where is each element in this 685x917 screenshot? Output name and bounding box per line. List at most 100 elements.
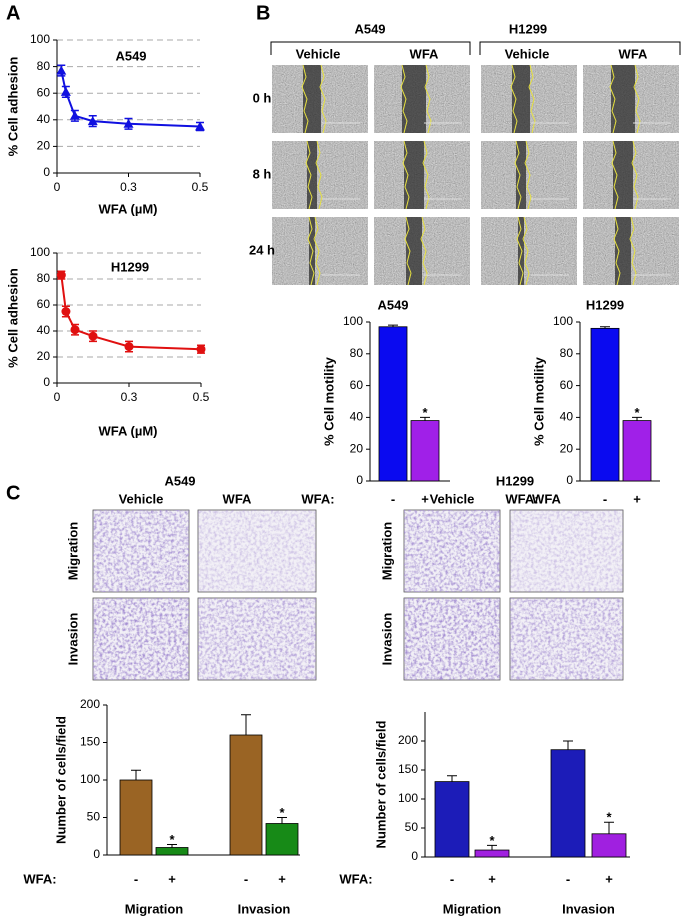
stain [198,598,316,680]
group-label: Migration [125,901,184,916]
y-tick-label: 40 [37,112,51,126]
x-tick-label: 0 [54,180,61,194]
y-axis-label: % Cell adhesion [5,268,20,368]
y-tick-label: 0 [93,847,100,861]
y-tick-label: 150 [80,735,100,749]
x-tick-label: + [278,871,286,886]
wound-gap [512,65,530,133]
treatment-label: WFA [532,491,561,506]
panel-label: A [6,2,20,24]
wound-edge [629,216,637,286]
annotation: * [279,805,285,820]
x-tick-label: - [566,871,570,886]
wound-edge [400,64,408,134]
x-tick-label: + [421,491,429,506]
marker [61,307,71,316]
marker [87,116,98,126]
y-tick-label: 60 [560,378,574,392]
y-tick-label: 80 [37,59,51,73]
chart-title: H1299 [586,297,624,312]
stain [404,598,500,680]
y-axis-label: % Cell motility [321,356,336,446]
y-tick-label: 40 [350,410,364,424]
x-tick-label: 0.5 [193,390,210,404]
bar [550,749,586,858]
wound-edge [524,140,532,210]
y-tick-label: 100 [80,772,100,786]
wound-edge [516,216,524,286]
x-axis-label: WFA: [339,871,372,886]
y-tick-label: 100 [553,314,573,328]
y-tick-label: 50 [405,820,419,834]
y-tick-label: 0 [43,165,50,179]
y-tick-label: 60 [350,378,364,392]
wound-edge [633,64,641,134]
bracket [270,41,681,55]
group-label: Invasion [562,901,615,916]
y-axis-label: % Cell adhesion [5,57,20,157]
data-line [60,274,202,351]
treatment-label: WFA [223,491,252,506]
error-bar [447,775,457,782]
y-tick-label: 40 [37,323,51,337]
y-axis-label: % Cell motility [531,356,546,446]
wound-edge [611,140,619,210]
wound-edge [420,216,428,286]
wound-gap [406,217,422,285]
wound-gap [615,217,631,285]
error-bar [420,416,430,421]
error-bar [167,844,177,848]
y-axis-label: Number of cells/field [373,721,388,849]
timepoint-label: 8 h [253,166,272,181]
error-bar [604,821,614,834]
y-tick-label: 40 [560,410,574,424]
wound-edge [301,64,309,134]
x-axis-label: WFA: [301,491,334,506]
wound-gap [613,141,633,209]
treatment-label: WFA [410,46,439,61]
marker [195,121,205,131]
bar [410,420,440,482]
panel-label: B [256,2,270,24]
wound-edge [528,64,536,134]
x-tick-label: + [605,871,613,886]
wound-gap [303,65,321,133]
wound-edge [422,140,430,210]
group-label: Invasion [238,901,291,916]
stain [510,598,623,680]
x-tick-label: 0.3 [121,390,138,404]
y-tick-label: 200 [398,733,418,747]
treatment-label: Vehicle [119,491,164,506]
bar [591,833,627,858]
y-tick-label: 60 [37,85,51,99]
wound-gap [309,217,315,285]
y-tick-label: 20 [350,441,364,455]
wound-edge [424,64,432,134]
x-tick-label: + [488,871,496,886]
x-tick-label: 0 [54,390,61,404]
treatment-label: Vehicle [505,46,550,61]
marker [70,325,80,335]
y-tick-label: 0 [566,473,573,487]
x-tick-label: 0.3 [120,180,137,194]
wound-edge [307,216,315,286]
y-tick-label: 0 [411,849,418,863]
wound-edge [514,140,522,210]
annotation: * [489,833,495,848]
y-tick-label: 200 [80,697,100,711]
y-tick-label: 100 [398,791,418,805]
bar [265,823,299,856]
chart-title: A549 [115,48,146,63]
y-axis-label: Number of cells/field [53,716,68,844]
timepoint-label: 0 h [253,90,272,105]
y-tick-label: 20 [560,441,574,455]
y-tick-label: 80 [37,271,51,285]
y-tick-label: 0 [356,473,363,487]
bar [155,847,189,856]
y-tick-label: 80 [560,346,574,360]
error-bar [487,844,497,851]
y-tick-label: 80 [350,346,364,360]
bar [622,420,652,482]
stain [198,510,316,592]
